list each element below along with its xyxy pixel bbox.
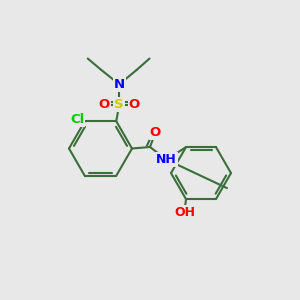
Text: NH: NH xyxy=(156,153,177,166)
Text: N: N xyxy=(114,78,125,91)
Text: O: O xyxy=(99,98,110,111)
Text: Cl: Cl xyxy=(70,113,84,126)
Text: O: O xyxy=(129,98,140,111)
Text: OH: OH xyxy=(174,206,195,219)
Text: O: O xyxy=(150,126,161,139)
Text: S: S xyxy=(114,98,124,111)
